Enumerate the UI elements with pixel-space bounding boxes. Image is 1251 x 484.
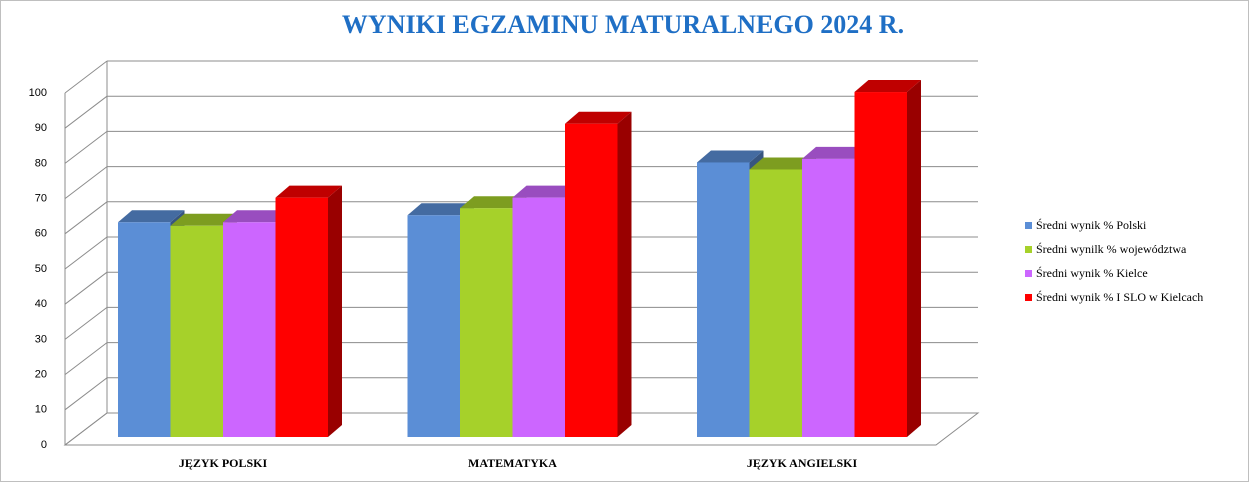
grid-line-side	[64, 60, 108, 94]
bar	[170, 225, 223, 437]
bar	[460, 208, 513, 437]
bar-top	[170, 213, 237, 226]
y-tick-label: 80	[35, 157, 47, 169]
bar-top	[697, 150, 764, 163]
bar-top	[854, 80, 921, 93]
bar	[407, 215, 460, 437]
x-tick-label: JĘZYK POLSKI	[179, 456, 268, 470]
legend-swatch	[1025, 270, 1032, 277]
y-tick-label: 10	[35, 404, 47, 416]
y-tick-label: 30	[35, 333, 47, 345]
bar	[275, 197, 328, 437]
x-tick-label: JĘZYK ANGIELSKI	[747, 456, 858, 470]
bar	[802, 158, 855, 438]
bar-top	[512, 185, 579, 198]
grid-line-side	[64, 412, 108, 446]
grid-line-side	[64, 131, 108, 164]
chart-title: WYNIKI EGZAMINU MATURALNEGO 2024 R.	[342, 10, 904, 39]
bar	[223, 222, 276, 437]
x-tick-label: MATEMATYKA	[468, 456, 557, 470]
bar-top	[407, 203, 474, 216]
legend-swatch	[1025, 222, 1032, 229]
grid-line-side	[64, 271, 108, 305]
grid-line-side	[64, 307, 108, 340]
y-tick-label: 100	[29, 87, 47, 99]
grid-line-side	[64, 236, 108, 270]
y-tick-label: 0	[41, 439, 47, 451]
legend-label: Średni wynik % I SLO w Kielcach	[1036, 290, 1203, 304]
bar-top	[275, 185, 342, 198]
grid-line-side	[64, 377, 108, 411]
bar-side	[617, 111, 632, 437]
bar-side	[907, 80, 921, 437]
legend-label: Średni wynik % Kielce	[1036, 266, 1148, 280]
bar-top	[118, 210, 185, 223]
bar	[512, 197, 565, 437]
legend-swatch	[1025, 294, 1032, 301]
bar-top	[460, 196, 527, 209]
grid-line-side	[64, 342, 108, 375]
bar	[697, 162, 750, 437]
y-tick-label: 40	[35, 298, 47, 310]
legend-label: Średni wynilk % województwa	[1036, 242, 1187, 256]
grid-line-side	[64, 166, 108, 199]
bar-top	[749, 157, 816, 170]
bar	[854, 92, 907, 437]
bar	[749, 169, 802, 438]
y-tick-label: 60	[35, 228, 47, 240]
bar	[565, 123, 618, 437]
y-tick-label: 50	[35, 263, 47, 275]
grid-line-side	[64, 95, 108, 129]
y-tick-label: 20	[35, 369, 47, 381]
y-tick-label: 70	[35, 193, 47, 205]
bar-top	[802, 146, 869, 159]
y-tick-label: 90	[35, 122, 47, 134]
bar-top	[565, 111, 632, 124]
legend-label: Średni wynik % Polski	[1036, 218, 1147, 232]
bar-top	[223, 210, 290, 223]
bar-side	[328, 185, 342, 437]
bar	[118, 222, 171, 437]
legend-swatch	[1025, 246, 1032, 253]
grid-line-side	[64, 201, 108, 235]
